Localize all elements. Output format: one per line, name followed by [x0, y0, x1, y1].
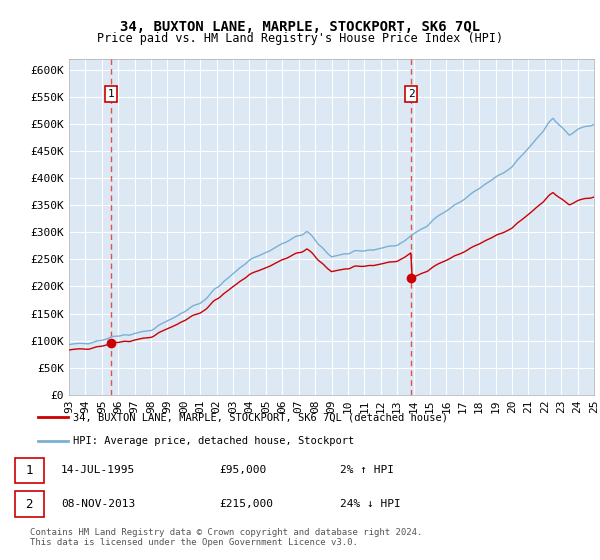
Text: 2: 2	[26, 497, 33, 511]
Text: Price paid vs. HM Land Registry's House Price Index (HPI): Price paid vs. HM Land Registry's House …	[97, 32, 503, 45]
Text: 08-NOV-2013: 08-NOV-2013	[61, 499, 135, 509]
Text: 2% ↑ HPI: 2% ↑ HPI	[340, 465, 394, 475]
Text: 2: 2	[408, 89, 415, 99]
Text: 1: 1	[26, 464, 33, 477]
Text: 34, BUXTON LANE, MARPLE, STOCKPORT, SK6 7QL: 34, BUXTON LANE, MARPLE, STOCKPORT, SK6 …	[120, 20, 480, 34]
Text: £95,000: £95,000	[220, 465, 266, 475]
FancyBboxPatch shape	[15, 492, 44, 516]
Text: 24% ↓ HPI: 24% ↓ HPI	[340, 499, 401, 509]
FancyBboxPatch shape	[15, 458, 44, 483]
Text: 1: 1	[107, 89, 114, 99]
Text: £215,000: £215,000	[220, 499, 274, 509]
Text: 34, BUXTON LANE, MARPLE, STOCKPORT, SK6 7QL (detached house): 34, BUXTON LANE, MARPLE, STOCKPORT, SK6 …	[73, 412, 448, 422]
Text: HPI: Average price, detached house, Stockport: HPI: Average price, detached house, Stoc…	[73, 436, 355, 446]
Text: 14-JUL-1995: 14-JUL-1995	[61, 465, 135, 475]
Text: Contains HM Land Registry data © Crown copyright and database right 2024.
This d: Contains HM Land Registry data © Crown c…	[30, 528, 422, 547]
